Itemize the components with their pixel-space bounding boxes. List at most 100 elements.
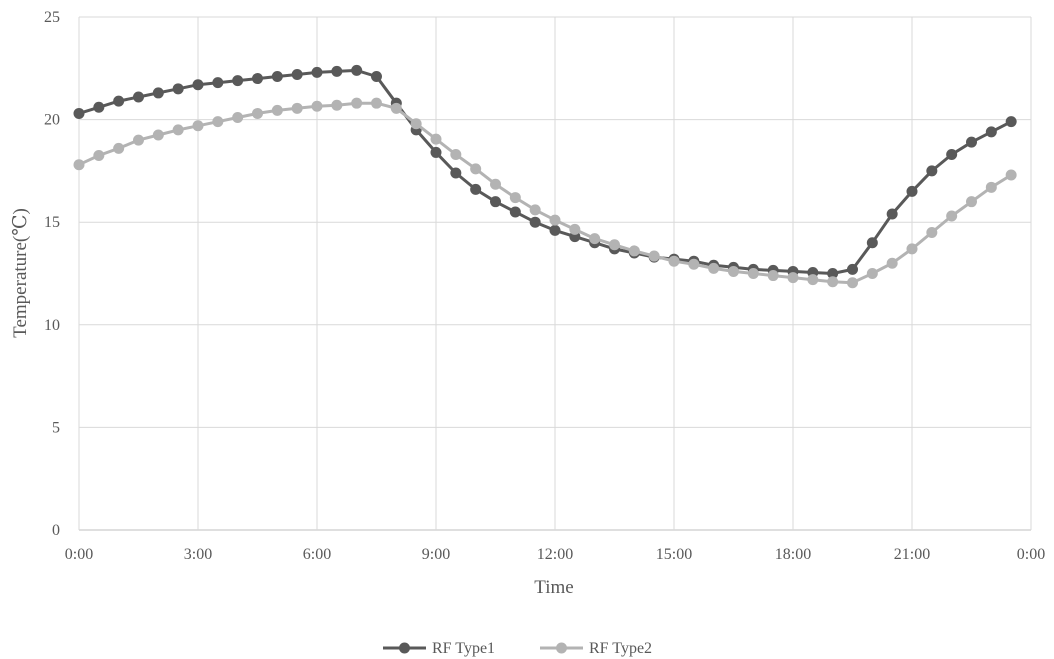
data-point — [311, 66, 323, 78]
data-point — [569, 223, 581, 235]
data-point — [291, 102, 303, 114]
data-point — [371, 71, 382, 83]
data-point — [906, 243, 918, 255]
data-point — [490, 178, 501, 190]
data-point — [152, 87, 164, 99]
legend: RF Type1 RF Type2 — [383, 640, 652, 657]
data-point — [450, 167, 462, 179]
data-point — [767, 270, 779, 282]
data-point — [212, 77, 224, 89]
data-point — [827, 268, 839, 279]
y-tick-label: 25 — [44, 9, 60, 26]
x-tick-label: 12:00 — [537, 546, 573, 563]
data-point — [906, 185, 918, 197]
data-point — [589, 233, 601, 245]
data-point — [886, 257, 898, 269]
y-tick-label: 10 — [44, 317, 60, 334]
y-axis-ticks: 0 5 10 15 20 25 — [44, 9, 60, 539]
data-point — [966, 136, 977, 148]
data-point — [549, 214, 561, 226]
data-point — [747, 268, 759, 279]
data-point — [847, 263, 858, 275]
data-point — [628, 245, 640, 257]
data-point — [232, 75, 244, 87]
data-point — [847, 277, 858, 289]
data-point — [827, 276, 839, 288]
data-point — [232, 112, 244, 124]
data-point — [946, 148, 958, 160]
data-point — [430, 146, 442, 158]
data-point — [192, 79, 204, 91]
legend-marker — [399, 642, 410, 654]
data-point — [212, 116, 224, 128]
y-tick-label: 20 — [44, 112, 60, 129]
data-point — [311, 100, 323, 112]
data-point — [172, 83, 184, 95]
data-point — [946, 210, 958, 222]
data-point — [985, 126, 997, 138]
data-point — [390, 102, 402, 114]
data-point — [252, 107, 263, 119]
data-point — [787, 272, 799, 284]
data-point — [252, 73, 263, 85]
data-point — [470, 183, 482, 195]
data-point — [271, 104, 283, 116]
data-point — [93, 150, 105, 162]
data-point — [668, 255, 680, 267]
data-point — [73, 107, 85, 119]
data-point — [133, 134, 144, 146]
data-point — [609, 239, 620, 251]
x-tick-label: 0:00 — [65, 546, 93, 563]
data-point — [113, 95, 125, 107]
data-point — [926, 226, 938, 238]
legend-item: RF Type1 — [383, 640, 495, 657]
legend-label: RF Type1 — [432, 640, 495, 657]
data-point — [172, 124, 184, 136]
data-point — [152, 129, 164, 141]
series-line — [78, 101, 1012, 285]
data-point — [113, 142, 125, 154]
data-point — [509, 206, 521, 218]
x-axis-title: Time — [534, 577, 573, 598]
legend-item: RF Type2 — [540, 640, 652, 657]
data-point — [1005, 169, 1017, 181]
data-point — [351, 64, 363, 76]
data-point — [192, 120, 204, 132]
data-point — [529, 216, 541, 228]
data-point — [93, 101, 105, 113]
data-point — [450, 148, 462, 160]
series-group — [73, 64, 1017, 289]
x-tick-label: 0:00 — [1017, 546, 1045, 563]
y-tick-label: 5 — [52, 419, 60, 436]
x-axis-ticks: 0:00 3:00 6:00 9:00 12:00 15:00 18:00 21:00 0:00 — [65, 546, 1045, 563]
data-point — [470, 163, 482, 175]
gridlines — [78, 16, 1032, 531]
data-point — [509, 192, 521, 204]
data-point — [985, 181, 997, 193]
data-point — [430, 133, 442, 145]
y-axis-title: Temperature(℃) — [10, 208, 31, 338]
x-tick-label: 9:00 — [422, 546, 450, 563]
y-tick-label: 15 — [44, 214, 60, 231]
series-2 — [73, 97, 1017, 289]
data-point — [886, 208, 898, 220]
data-point — [926, 165, 938, 177]
data-point — [73, 159, 85, 171]
data-point — [529, 204, 541, 216]
data-point — [708, 262, 720, 274]
data-point — [133, 91, 144, 103]
data-point — [549, 224, 561, 236]
data-point — [866, 237, 878, 249]
data-point — [351, 97, 363, 109]
data-point — [410, 118, 422, 130]
data-point — [728, 265, 739, 277]
data-point — [371, 97, 382, 109]
data-point — [291, 68, 303, 80]
legend-marker — [556, 642, 567, 654]
legend-label: RF Type2 — [589, 640, 652, 657]
data-point — [966, 196, 977, 208]
y-tick-label: 0 — [52, 522, 60, 539]
x-tick-label: 6:00 — [303, 546, 331, 563]
